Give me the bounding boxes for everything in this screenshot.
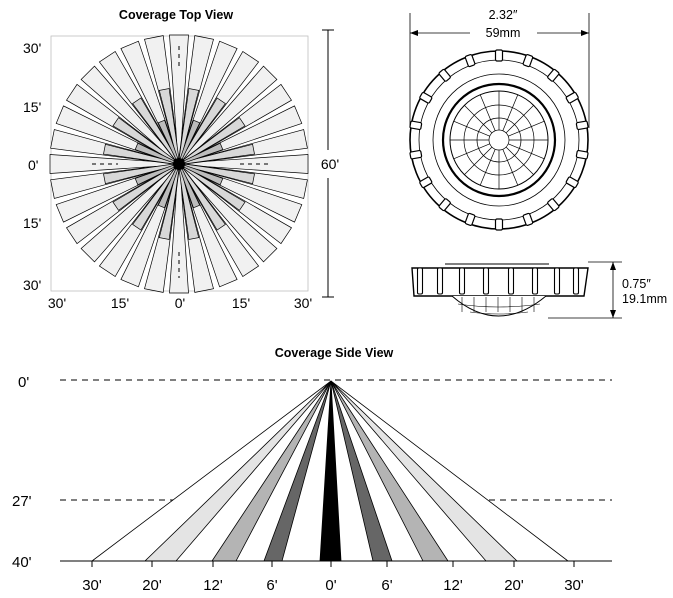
sensor-height-mm: 19.1mm	[622, 292, 667, 306]
top-mid-beam-8	[103, 163, 174, 185]
top-x-tick-3: 0'	[175, 295, 185, 311]
side-x-tick-5: 0'	[325, 577, 336, 594]
sensor-fin-2	[436, 267, 444, 295]
top-mid-beam-12	[158, 88, 180, 159]
sensor-rim-notches	[409, 49, 589, 231]
side-x-tick-1: 30'	[82, 577, 102, 594]
sensor-notch-17	[565, 91, 579, 104]
top-y-tick-4: 15'	[23, 215, 41, 231]
sensor-lens-spoke-14	[502, 94, 519, 131]
sensor-side-lens	[451, 295, 547, 317]
side-view-fan	[90, 380, 570, 562]
sensor-lens-spoke-11	[464, 105, 493, 134]
side-y-tick-0: 0'	[18, 374, 29, 391]
sensor-fin-5	[507, 267, 515, 295]
sensor-notch-6	[464, 212, 476, 226]
sensor-notch-13	[464, 54, 476, 68]
sensor-notch-18	[575, 120, 589, 131]
top-y-tick-5: 30'	[23, 277, 41, 293]
sensor-fin-1	[416, 267, 424, 295]
sensor-lens-spoke-16	[508, 120, 545, 137]
side-x-tick-6: 6'	[381, 577, 392, 594]
top-x-tick-5: 30'	[294, 295, 312, 311]
side-x-tick-2: 20'	[142, 577, 162, 594]
sensor-lens-spoke-2	[508, 143, 545, 160]
top-mid-beam-4	[178, 169, 200, 240]
sensor-notch-2	[565, 176, 579, 189]
sensor-side-lens-grid	[457, 297, 541, 315]
sensor-fin-4	[482, 267, 490, 295]
sensor-top-view: 2.32″ 59mm	[409, 8, 590, 231]
sensor-side-view: 0.75″ 19.1mm	[411, 261, 667, 319]
height-arrow-bottom	[610, 310, 616, 318]
side-x-tick-8: 20'	[504, 577, 524, 594]
sensor-outer-rim	[409, 50, 589, 230]
sensor-lens-spoke-8	[453, 143, 490, 160]
sensor-fin-7	[553, 267, 561, 295]
sensor-side-body	[411, 267, 589, 297]
sensor-notch-5	[494, 218, 504, 231]
top-view-beams	[49, 34, 309, 294]
top-view-sensor-center	[173, 158, 185, 170]
sensor-lens-spoke-4	[502, 149, 519, 186]
sensor-fin-6	[531, 267, 539, 295]
sensor-notch-12	[438, 68, 451, 82]
sensor-lens-spokes	[450, 91, 548, 189]
sensor-lens-spoke-3	[505, 146, 534, 175]
top-y-tick-1: 30'	[23, 40, 41, 56]
side-y-tick-40: 40'	[12, 554, 32, 571]
top-x-tick-2: 15'	[111, 295, 129, 311]
sensor-width-mm: 59mm	[486, 26, 521, 40]
side-x-tick-4: 6'	[266, 577, 277, 594]
sensor-notch-9	[409, 149, 423, 160]
sensor-lens-spoke-6	[479, 149, 496, 186]
width-arrow-right	[581, 30, 589, 36]
sensor-notch-15	[522, 54, 534, 68]
sensor-lens-spoke-12	[479, 94, 496, 131]
top-mid-beam-16	[184, 143, 255, 165]
sensor-width-in: 2.32″	[489, 8, 518, 22]
sensor-notch-3	[547, 198, 560, 212]
sensor-ring-1	[432, 73, 566, 207]
sensor-lens-spoke-10	[453, 120, 490, 137]
top-view: Coverage Top View 30' 15' 0' 15' 30' 30'…	[23, 8, 339, 311]
sensor-notch-8	[419, 176, 433, 189]
sensor-notch-11	[419, 91, 433, 104]
side-view: Coverage Side View 0' 27' 40' 30' 20' 12…	[12, 346, 612, 594]
sensor-notch-16	[547, 68, 560, 82]
top-x-tick-1: 30'	[48, 295, 66, 311]
sensor-side-fins	[416, 267, 580, 295]
side-view-title: Coverage Side View	[275, 346, 394, 360]
top-y-tick-3: 0'	[28, 157, 38, 173]
sensor-fin-3	[458, 267, 466, 295]
sensor-height-in: 0.75″	[622, 277, 651, 291]
sensor-lens-spoke-7	[464, 146, 493, 175]
sensor-notch-7	[438, 198, 451, 212]
sensor-notch-14	[494, 49, 504, 62]
side-x-tick-7: 12'	[443, 577, 463, 594]
sensor-lens-grid-h-2	[469, 311, 529, 315]
sensor-notch-10	[409, 120, 423, 131]
sensor-notch-4	[522, 212, 534, 226]
top-x-tick-4: 15'	[232, 295, 250, 311]
sensor-ring-2	[441, 82, 557, 198]
sensor-lens-spoke-15	[505, 105, 534, 134]
top-y-tick-2: 15'	[23, 99, 41, 115]
side-view-x-ticks	[91, 561, 575, 567]
sensor-fin-8	[572, 267, 580, 295]
sensor-lens-grid-h-1	[457, 303, 541, 308]
side-y-tick-27: 27'	[12, 493, 32, 510]
width-arrow-left	[410, 30, 418, 36]
span-label: 60'	[321, 156, 339, 172]
side-x-tick-9: 30'	[564, 577, 584, 594]
top-view-title: Coverage Top View	[119, 8, 233, 22]
side-x-tick-3: 12'	[203, 577, 223, 594]
height-arrow-top	[610, 262, 616, 270]
sensor-notch-1	[575, 149, 589, 160]
